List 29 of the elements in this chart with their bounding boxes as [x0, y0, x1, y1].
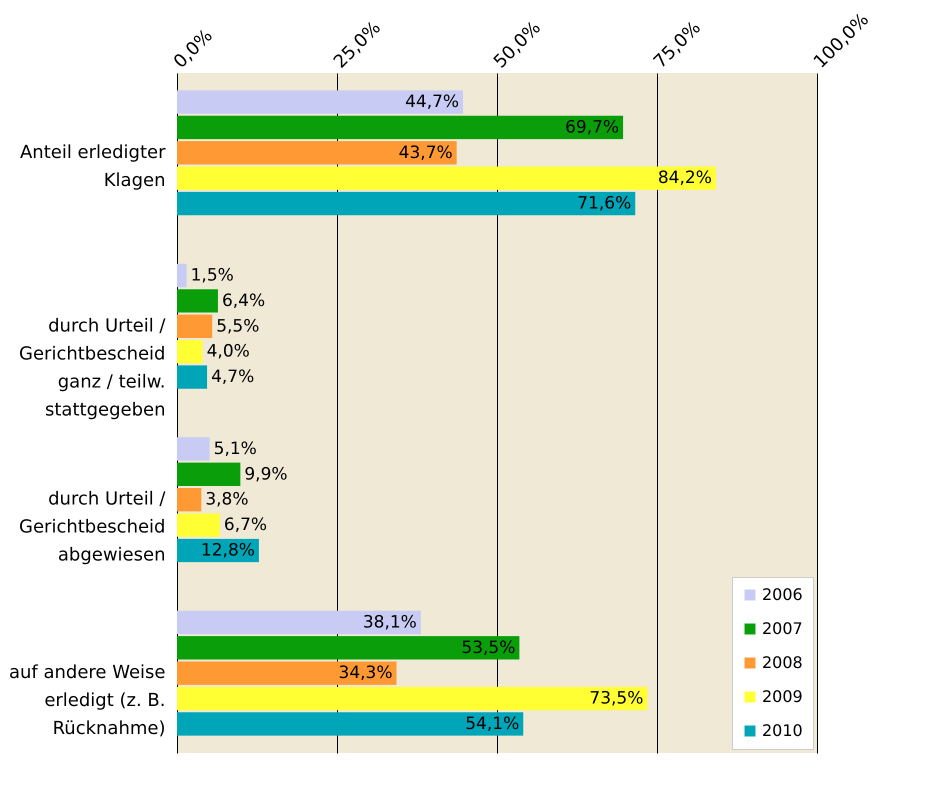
data-label: 43,7% [398, 142, 453, 163]
data-label: 73,5% [589, 688, 644, 709]
legend-label: 2009 [762, 687, 803, 706]
data-label: 34,3% [338, 663, 393, 684]
data-label: 38,1% [362, 612, 417, 632]
data-label: 6,4% [222, 290, 266, 311]
legend-label: 2008 [762, 653, 803, 672]
data-label: 6,7% [224, 515, 268, 536]
data-label: 4,0% [206, 342, 250, 362]
y-tick-label: durch Urteil / Gerichtbescheid abgewiesen [19, 488, 166, 566]
data-label: 9,9% [244, 464, 288, 484]
legend-label: 2006 [762, 585, 803, 604]
y-tick-label: Anteil erledigter Klagen [20, 142, 166, 191]
data-label: 71,6% [577, 194, 632, 214]
data-label: 69,7% [565, 117, 620, 138]
data-label: 1,5% [190, 265, 234, 286]
y-tick-label: durch Urteil / Gerichtbescheid ganz / teilw. stattgegeben [19, 315, 166, 420]
data-label: 53,5% [461, 638, 516, 658]
data-label: 4,7% [211, 367, 254, 388]
data-label: 5,1% [214, 438, 257, 459]
data-label: 84,2% [658, 168, 712, 188]
data-label: 5,5% [216, 316, 260, 336]
legend-label: 2007 [762, 619, 803, 638]
data-label: 12,8% [200, 540, 255, 561]
data-label: 44,7% [405, 92, 460, 112]
y-tick-label: auf andere Weise erledigt (z. B. Rücknahme) [8, 662, 166, 740]
legend-label: 2010 [762, 721, 803, 740]
data-label: 54,1% [465, 714, 520, 734]
data-label: 3,8% [205, 490, 249, 510]
